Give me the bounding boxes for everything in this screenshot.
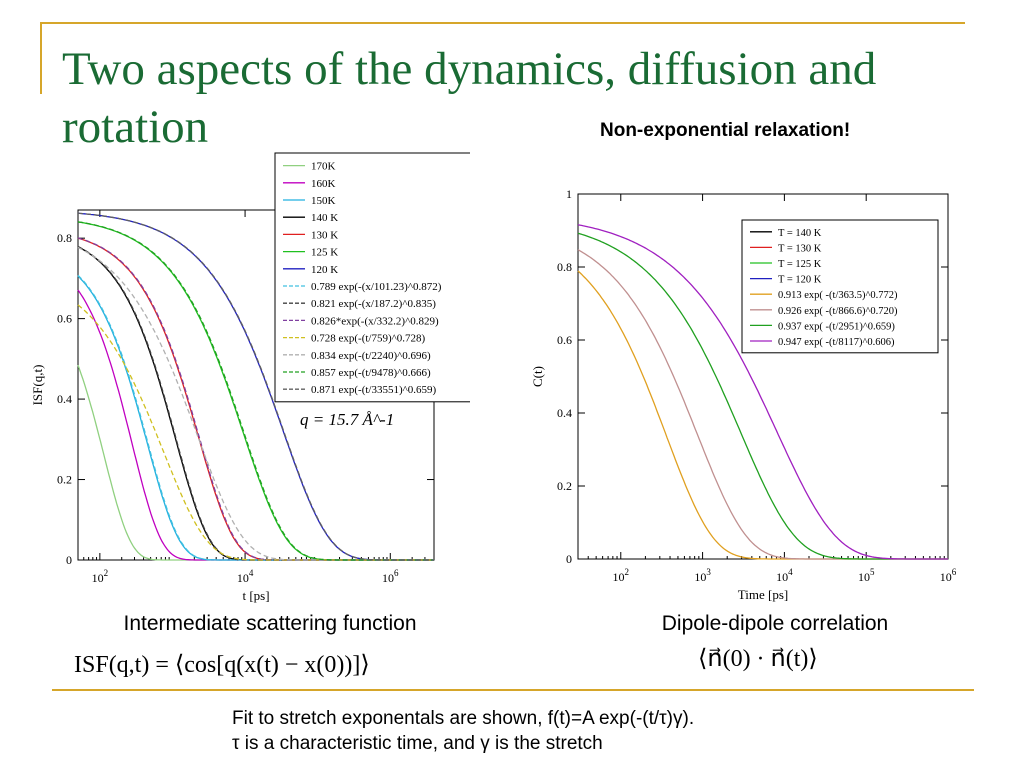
slide-subtitle: Non-exponential relaxation! [600, 120, 851, 141]
series-line [77, 304, 434, 561]
legend-entry: 0.871 exp(-(t/33551)^0.659) [311, 384, 437, 396]
legend-entry: 170K [311, 161, 336, 173]
y-tick-label: 0.6 [57, 312, 72, 326]
y-tick-label: 0.4 [57, 392, 72, 406]
y-axis-label: ISF(q,t) [30, 365, 45, 406]
legend-entry: T = 140 K [778, 228, 822, 239]
legend-box [741, 219, 939, 354]
slide-title: Two aspects of the dynamics, diffusion a… [62, 43, 877, 153]
isf-chart: 102 104 106 0 0.2 0.4 0.6 0.8 t [ps] ISF(q,t) 170K… [30, 152, 470, 603]
series-line [77, 246, 434, 561]
slide-divider [52, 689, 974, 691]
legend-entry: T = 125 K [778, 259, 822, 270]
y-tick-label: 0.6 [557, 333, 572, 347]
legend-entry: 0.789 exp(-(x/101.23)^0.872) [311, 281, 442, 293]
x-tick-label: 104 [776, 567, 793, 584]
legend-entry: 0.728 exp(-(t/759)^0.728) [311, 333, 426, 345]
x-tick-label: 104 [237, 568, 254, 585]
series-line [577, 224, 948, 560]
y-tick-label: 0.8 [557, 260, 572, 274]
q-annotation: q = 15.7 Å^-1 [300, 410, 394, 429]
legend-entry: 140 K [311, 212, 338, 224]
y-tick-label: 0.2 [557, 479, 572, 493]
slide-frame-left [40, 22, 42, 94]
formula-left: ISF(q,t) = ⟨cos[q(x(t) − x(0))]⟩ [74, 652, 370, 678]
legend-entry: 0.821 exp(-(x/187.2)^0.835) [311, 298, 436, 310]
dipole-chart: 102 103 104 105 106 0 0.2 0.4 0.6 0.8 1 Time [ps] C(… [530, 187, 957, 602]
legend-box [274, 152, 470, 403]
x-axis-label: t [ps] [242, 588, 269, 603]
legend-entry: T = 130 K [778, 243, 822, 254]
x-tick-label: 103 [694, 567, 711, 584]
y-tick-label: 0 [566, 552, 572, 566]
x-tick-label: 102 [613, 567, 630, 584]
footer-line-1: Fit to stretch exponentals are shown, f(… [232, 708, 695, 729]
legend-entry: 160K [311, 178, 336, 190]
legend-entry: 150K [311, 195, 336, 207]
y-tick-label: 0.2 [57, 473, 72, 487]
legend-entry: 0.937 exp( -(t/2951)^0.659) [778, 321, 895, 332]
x-tick-label: 106 [382, 568, 399, 585]
series-line [77, 212, 434, 561]
legend-entry: 0.826*exp(-(x/332.2)^0.829) [311, 315, 439, 327]
legend-entry: 0.834 exp(-(t/2240)^0.696) [311, 350, 431, 362]
y-tick-label: 1 [566, 187, 572, 201]
series-line [77, 221, 434, 561]
y-tick-label: 0.4 [557, 406, 572, 420]
legend-entry: 0.926 exp( -(t/866.6)^0.720) [778, 306, 898, 317]
y-tick-label: 0 [66, 553, 72, 567]
x-tick-label: 106 [940, 567, 957, 584]
caption-left: Intermediate scattering function [123, 612, 417, 635]
x-tick-label: 105 [858, 567, 875, 584]
slide-frame-top [40, 22, 965, 24]
legend-entry: 125 K [311, 247, 338, 259]
legend-entry: 0.857 exp(-(t/9478)^0.666) [311, 367, 431, 379]
formula-right: ⟨n⃗(0) · n⃗(t)⟩ [698, 646, 818, 672]
x-tick-label: 102 [92, 568, 109, 585]
footer-text: Fit to stretch exponentals are shown, f(… [232, 706, 694, 756]
legend-entry: 130 K [311, 229, 338, 241]
legend-entry: 120 K [311, 264, 338, 276]
x-axis-label: Time [ps] [738, 587, 788, 602]
caption-right: Dipole-dipole correlation [661, 612, 889, 635]
legend-entry: T = 120 K [778, 275, 822, 286]
footer-line-2: τ is a characteristic time, and γ is the… [232, 733, 603, 754]
legend-entry: 0.913 exp( -(t/363.5)^0.772) [778, 290, 898, 301]
y-tick-label: 0.8 [57, 231, 72, 245]
y-axis-label: C(t) [530, 366, 545, 387]
legend-entry: 0.947 exp( -(t/8117)^0.606) [778, 337, 895, 348]
